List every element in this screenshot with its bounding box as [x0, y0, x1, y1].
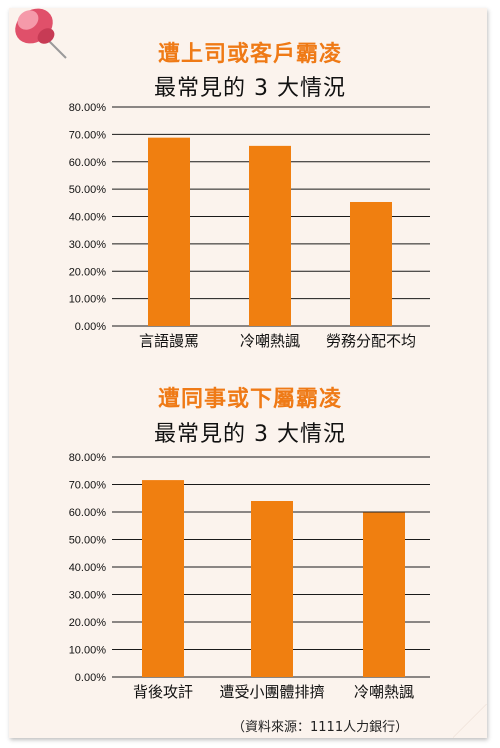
chart-2-bar-chart: 80.00% 70.00% 60.00% 50.00% 40.00% 30.00% 20.0…: [69, 452, 430, 701]
chart-1-bar-1: [148, 137, 190, 326]
chart-2-bar-1: [142, 480, 184, 677]
chart-1-y-tick-label: 70.00%: [69, 129, 107, 141]
chart-1-y-tick-label: 50.00%: [69, 184, 107, 196]
chart-1-y-tick-label: 20.00%: [69, 266, 107, 278]
chart-1-category-label: 勞務分配不均: [326, 332, 416, 350]
chart-1-title: 遭上司或客戶霸凌: [157, 42, 342, 67]
chart-1-y-tick-label: 0.00%: [75, 321, 106, 333]
chart-1-y-tick-label: 30.00%: [69, 239, 107, 251]
source-footnote: （資料來源：1111人力銀行）: [232, 720, 409, 735]
chart-1-category-label: 言語謾罵: [139, 332, 199, 350]
chart-2-bar-3: [363, 512, 405, 677]
chart-1-bar-3: [350, 201, 392, 326]
chart-2-y-tick-label: 80.00%: [69, 452, 107, 464]
chart-2-category-label: 背後攻訐: [133, 683, 193, 701]
chart-2-y-tick-label: 10.00%: [69, 645, 107, 657]
chart-2-bar-2: [251, 501, 293, 677]
chart-1-y-tick-label: 10.00%: [69, 294, 107, 306]
chart-2-y-tick-label: 0.00%: [75, 672, 106, 684]
chart-2-category-label: 冷嘲熱諷: [354, 683, 414, 701]
chart-1-y-tick-label: 80.00%: [69, 102, 107, 114]
chart-2-category-label: 遭受小團體排擠: [219, 683, 324, 701]
chart-2-y-tick-label: 40.00%: [69, 562, 107, 574]
chart-1-bar-chart: 80.00% 70.00% 60.00% 50.00% 40.00% 30.00% 20.0…: [69, 102, 430, 350]
chart-2-title: 遭同事或下屬霸凌: [157, 387, 342, 412]
chart-1-subtitle: 最常見的 3 大情況: [154, 76, 346, 101]
chart-2-subtitle: 最常見的 3 大情況: [154, 422, 346, 447]
chart-1-y-tick-label: 40.00%: [69, 212, 107, 224]
infographic-card: [9, 8, 487, 738]
chart-2-y-tick-label: 70.00%: [69, 480, 107, 492]
chart-1-bar-2: [249, 145, 291, 326]
chart-1-category-label: 冷嘲熱諷: [240, 332, 300, 350]
pushpin-icon: [15, 8, 67, 59]
chart-1-y-tick-label: 60.00%: [69, 157, 107, 169]
chart-2-y-tick-label: 30.00%: [69, 590, 107, 602]
chart-2-y-tick-label: 50.00%: [69, 535, 107, 547]
chart-2-y-tick-label: 20.00%: [69, 617, 107, 629]
chart-2-y-tick-label: 60.00%: [69, 507, 107, 519]
